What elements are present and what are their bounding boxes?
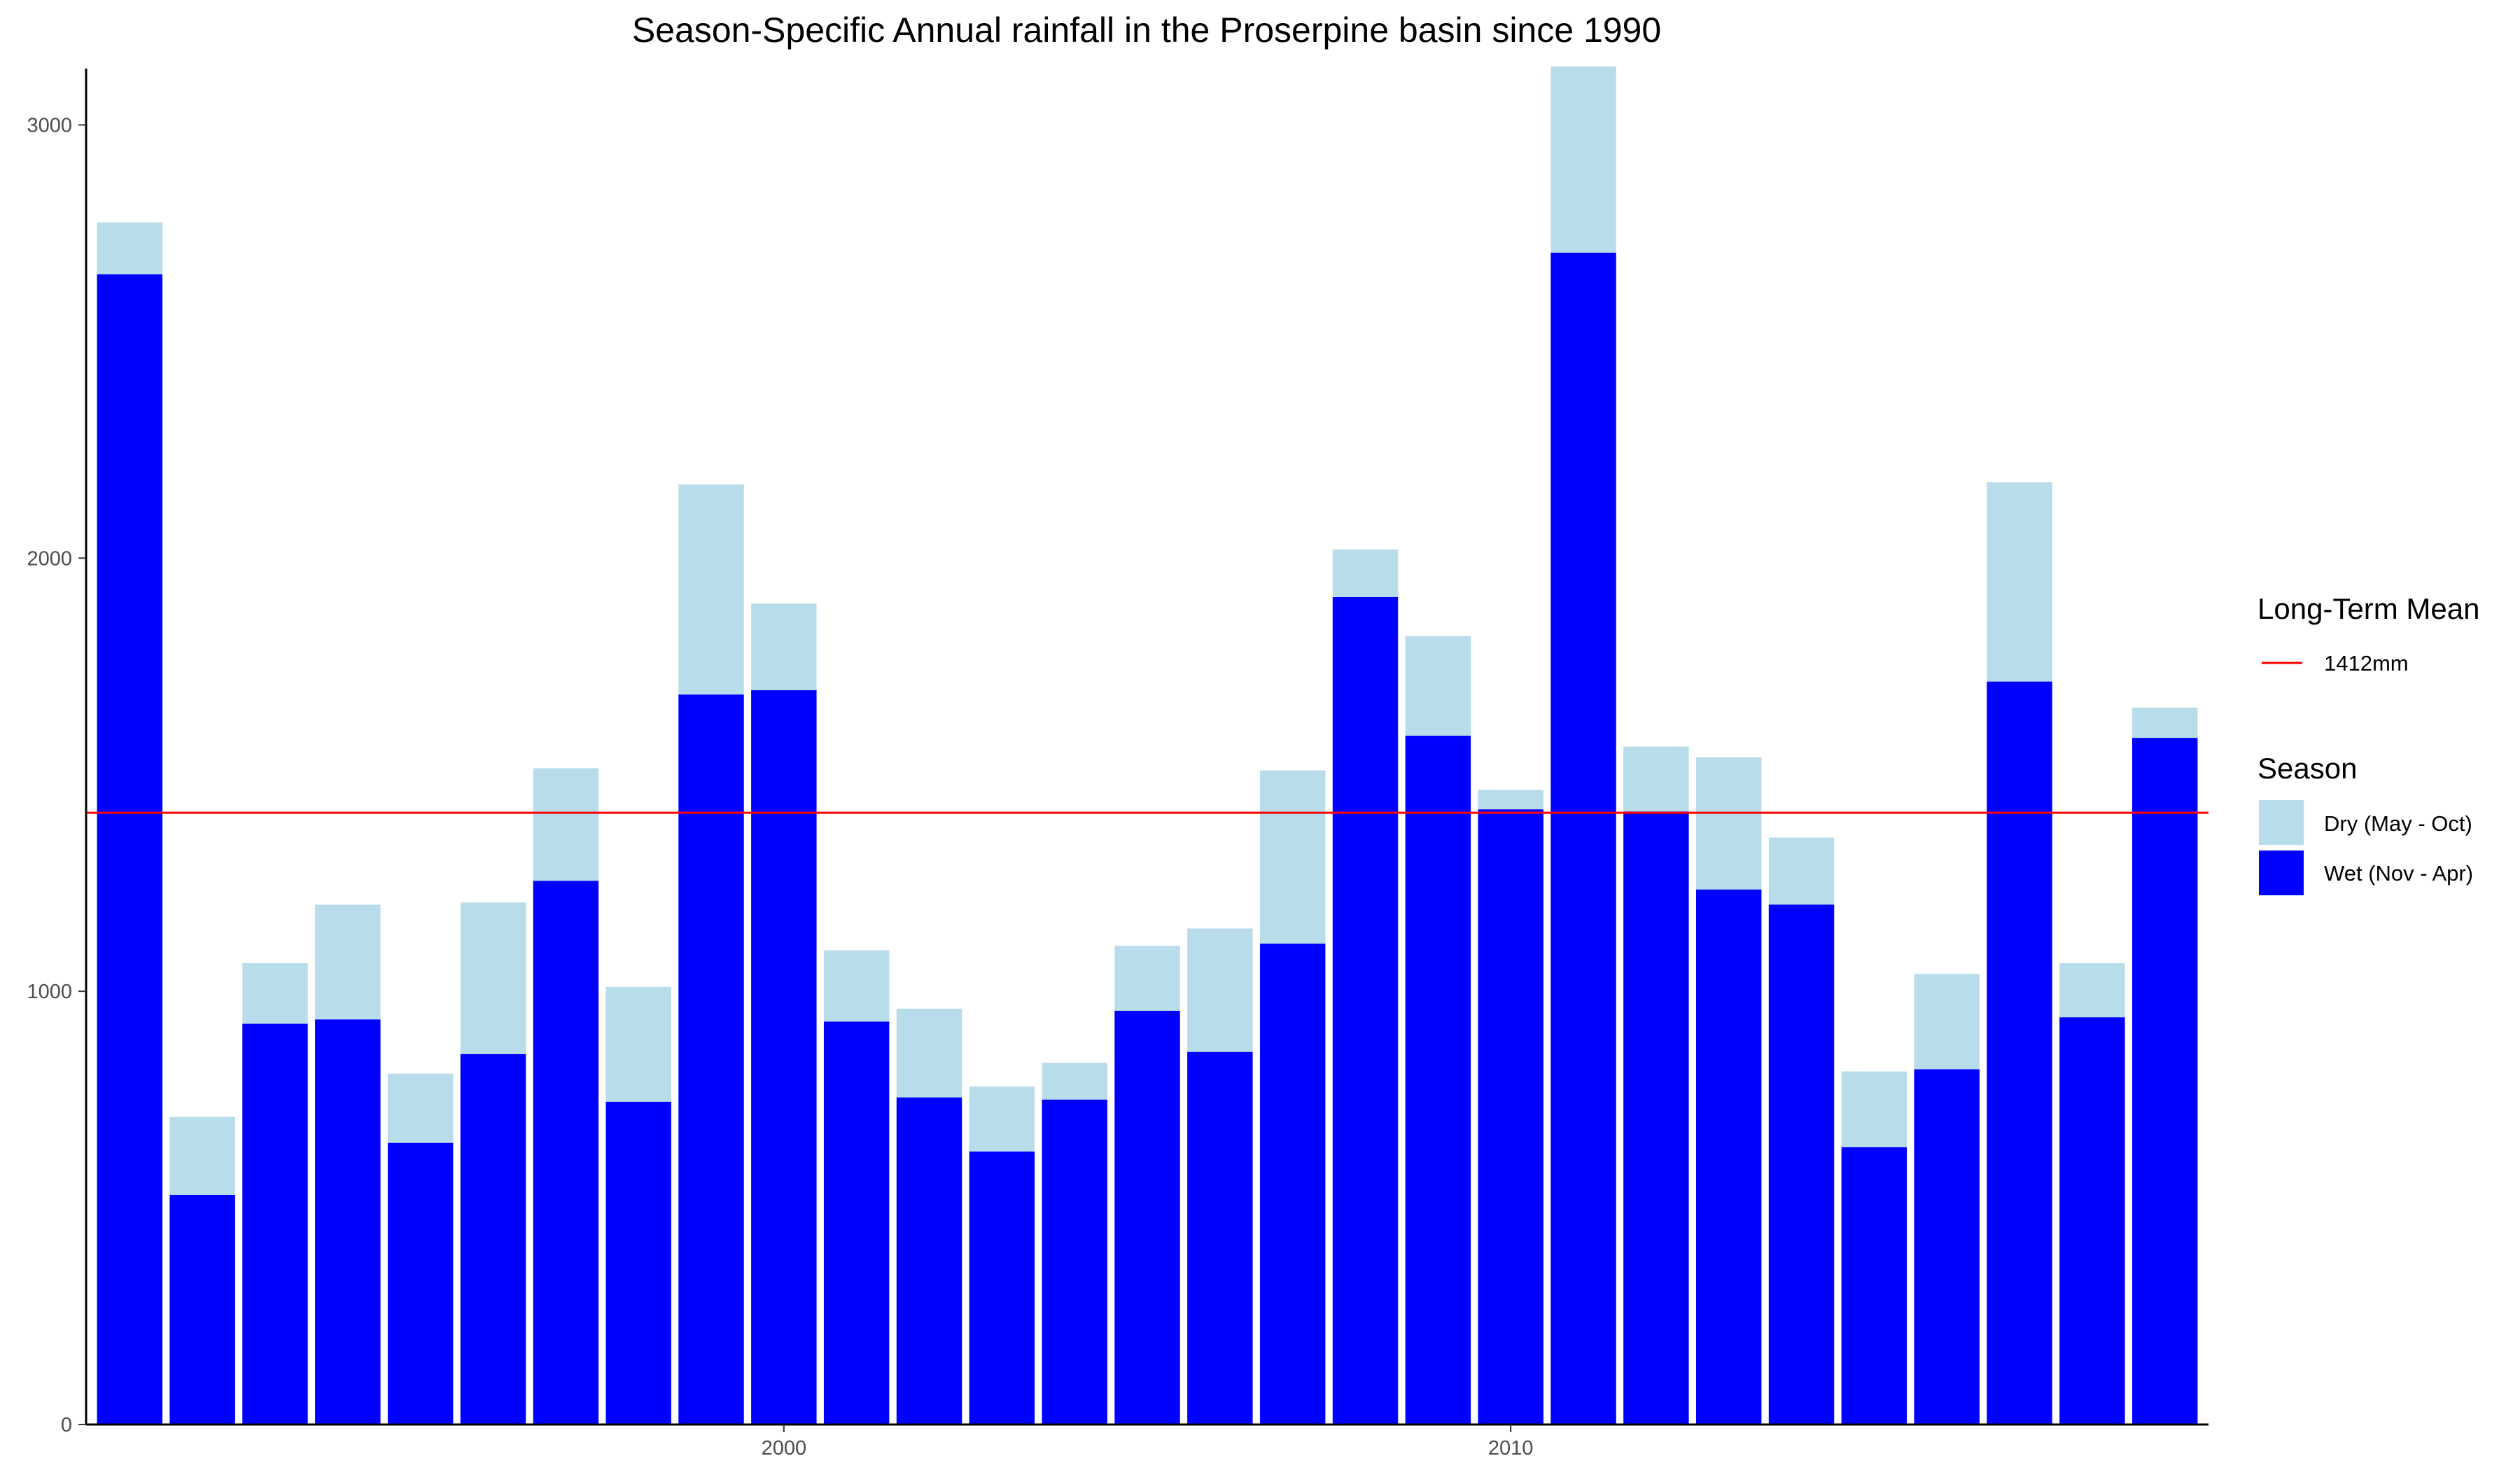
y-tick-label: 3000 [27, 114, 72, 136]
legend-key-dry [2259, 800, 2304, 845]
bar-dry-2008 [1332, 549, 1399, 597]
legend-key-wet [2259, 850, 2304, 895]
legend-label-dry: Dry (May - Oct) [2324, 811, 2472, 836]
bar-wet-2018 [2059, 1017, 2125, 1424]
bar-dry-1994 [315, 904, 381, 1020]
bar-dry-2011 [1550, 66, 1616, 253]
bar-wet-2002 [896, 1097, 962, 1424]
bar-wet-1992 [169, 1195, 235, 1424]
bar-dry-2000 [751, 603, 817, 691]
y-tick-label: 0 [61, 1414, 72, 1436]
bar-dry-2010 [1478, 790, 1544, 810]
bar-wet-1991 [97, 274, 163, 1425]
bar-wet-2012 [1623, 811, 1689, 1424]
bar-dry-2009 [1405, 636, 1471, 736]
bar-wet-1995 [387, 1142, 454, 1424]
bar-dry-1993 [242, 962, 308, 1024]
bar-wet-1994 [315, 1019, 381, 1424]
bar-wet-2017 [1987, 681, 2052, 1424]
bar-dry-1996 [460, 902, 526, 1054]
bar-wet-2015 [1841, 1147, 1907, 1424]
legend-mean-label: 1412mm [2324, 651, 2409, 676]
chart-title: Season-Specific Annual rainfall in the P… [632, 10, 1661, 50]
y-tick-label: 2000 [27, 547, 72, 570]
bar-dry-2017 [1987, 482, 2052, 682]
bar-dry-2003 [969, 1086, 1035, 1152]
legend-season-title: Season [2258, 752, 2357, 785]
legend: Long-Term Mean 1412mm Season Dry (May - … [2258, 592, 2479, 895]
bar-wet-1999 [678, 694, 744, 1424]
bar-dry-2006 [1187, 928, 1253, 1052]
bar-dry-2004 [1042, 1063, 1107, 1100]
bar-wet-2009 [1405, 736, 1471, 1424]
bar-wet-1993 [242, 1023, 308, 1424]
bar-dry-2018 [2059, 962, 2125, 1018]
legend-label-wet: Wet (Nov - Apr) [2324, 861, 2473, 886]
bar-wet-2003 [969, 1152, 1035, 1424]
bar-wet-2008 [1332, 596, 1399, 1424]
bar-wet-2019 [2132, 738, 2198, 1424]
bar-wet-2007 [1259, 944, 1326, 1424]
bar-wet-1997 [533, 881, 599, 1424]
bar-wet-2011 [1550, 253, 1616, 1424]
bar-dry-2013 [1695, 757, 1762, 890]
bar-dry-2001 [823, 950, 890, 1022]
bar-wet-2004 [1042, 1099, 1107, 1424]
bar-wet-2000 [751, 690, 817, 1424]
bar-dry-1995 [387, 1073, 454, 1143]
bar-wet-1996 [460, 1054, 526, 1424]
bar-wet-1998 [606, 1101, 671, 1424]
bar-dry-1997 [533, 768, 599, 881]
bar-wet-2014 [1768, 904, 1835, 1424]
x-tick-label: 2000 [762, 1437, 807, 1460]
axes-group: 0 1000 2000 3000 2000 2010 [27, 69, 2208, 1460]
bar-wet-2013 [1695, 889, 1762, 1424]
legend-mean-title: Long-Term Mean [2258, 592, 2479, 625]
bar-wet-2001 [823, 1021, 890, 1424]
bar-dry-1999 [678, 484, 744, 695]
bars-group [97, 66, 2198, 1425]
x-tick-label: 2010 [1488, 1437, 1534, 1460]
bar-wet-2010 [1478, 809, 1544, 1424]
bar-dry-2002 [896, 1008, 962, 1098]
bar-dry-2014 [1768, 837, 1835, 905]
bar-dry-1992 [169, 1116, 235, 1196]
bar-dry-2015 [1841, 1071, 1907, 1147]
bar-dry-2005 [1114, 946, 1180, 1011]
bar-wet-2016 [1914, 1069, 1980, 1424]
bar-dry-2016 [1914, 974, 1980, 1070]
bar-dry-2007 [1259, 770, 1326, 944]
bar-dry-2012 [1623, 746, 1689, 812]
bar-wet-2005 [1114, 1010, 1180, 1424]
bar-wet-2006 [1187, 1051, 1253, 1424]
bar-dry-1998 [606, 986, 671, 1102]
bar-dry-1991 [97, 222, 163, 274]
y-tick-label: 1000 [27, 981, 72, 1003]
bar-dry-2019 [2132, 707, 2198, 738]
